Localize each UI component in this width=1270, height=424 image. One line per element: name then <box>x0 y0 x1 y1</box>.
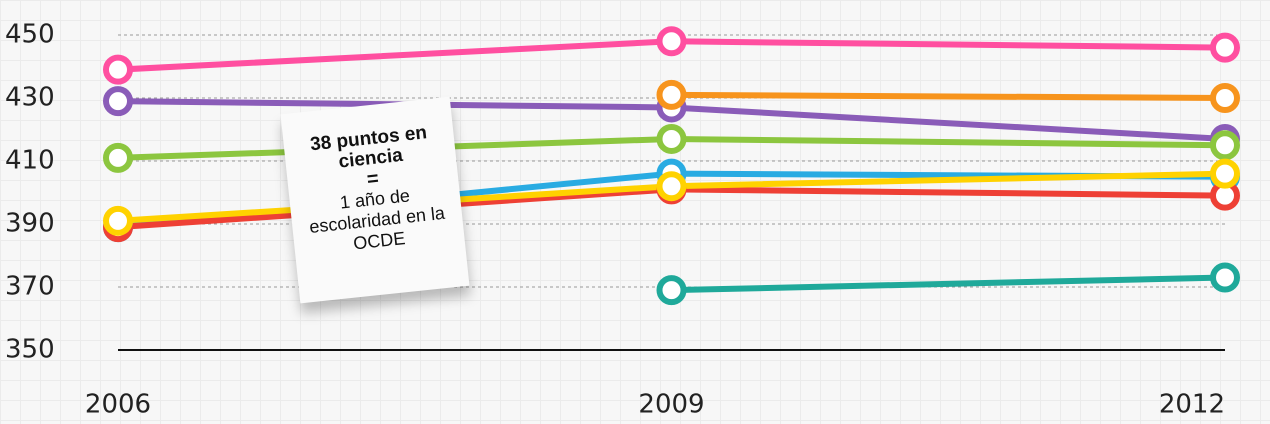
point-marker <box>1210 262 1240 293</box>
point-marker <box>1210 32 1240 63</box>
point-marker <box>103 205 133 236</box>
y-tick-label: 350 <box>5 335 55 365</box>
x-tick-label: 2006 <box>85 390 151 420</box>
annotation-note: 38 puntos en ciencia = 1 año de escolari… <box>280 96 470 304</box>
point-marker <box>656 171 687 202</box>
y-tick-label: 390 <box>5 209 55 239</box>
x-tick-label: 2009 <box>638 390 704 420</box>
point-marker <box>656 123 687 154</box>
markers <box>103 26 1240 306</box>
point-marker <box>656 26 687 57</box>
point-marker <box>1210 83 1240 113</box>
point-marker <box>1210 130 1240 161</box>
y-tick-label: 450 <box>5 20 55 50</box>
point-marker <box>1210 158 1240 189</box>
y-tick-label: 430 <box>5 83 55 113</box>
series-line <box>671 91 1226 101</box>
x-tick-label: 2012 <box>1159 390 1225 420</box>
point-marker <box>656 275 687 306</box>
y-tick-label: 370 <box>5 272 55 302</box>
point-marker <box>103 86 133 117</box>
series-line <box>671 274 1226 294</box>
point-marker <box>656 79 687 110</box>
point-marker <box>103 142 133 173</box>
point-marker <box>103 54 133 85</box>
y-tick-label: 410 <box>5 146 55 176</box>
